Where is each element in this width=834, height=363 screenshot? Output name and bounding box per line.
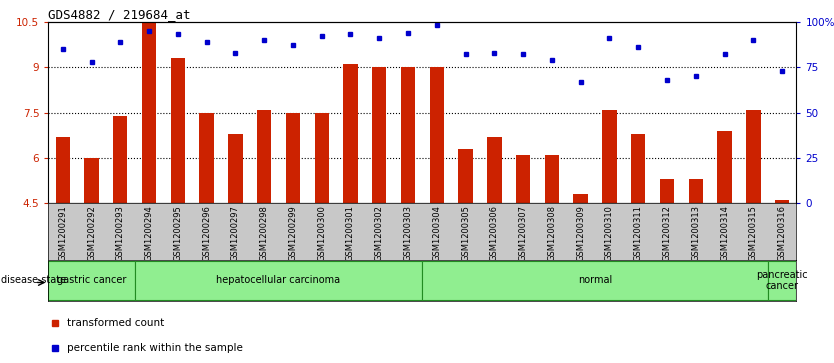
Bar (602, 110, 616, 203)
Text: GSM1200314: GSM1200314 (720, 205, 729, 261)
Bar (199, 113, 214, 203)
Text: GSM1200304: GSM1200304 (432, 205, 441, 261)
Text: gastric cancer: gastric cancer (57, 276, 126, 285)
Bar (257, 110, 271, 203)
Bar (516, 155, 530, 203)
Bar (689, 179, 703, 203)
Text: GSM1200305: GSM1200305 (461, 205, 470, 261)
Text: GSM1200302: GSM1200302 (374, 205, 384, 261)
Bar (746, 110, 761, 203)
Bar (767, 261, 796, 300)
Text: GSM1200296: GSM1200296 (202, 205, 211, 261)
Text: hepatocellular carcinoma: hepatocellular carcinoma (217, 276, 340, 285)
Bar (372, 67, 386, 203)
Bar (84, 158, 98, 203)
Bar (717, 131, 731, 203)
Text: GSM1200298: GSM1200298 (259, 205, 269, 261)
Text: transformed count: transformed count (67, 318, 164, 328)
Text: GSM1200293: GSM1200293 (116, 205, 125, 261)
Bar (142, 22, 156, 203)
Text: GSM1200301: GSM1200301 (346, 205, 355, 261)
Bar (660, 179, 674, 203)
Text: normal: normal (578, 276, 612, 285)
Text: GSM1200292: GSM1200292 (87, 205, 96, 261)
Text: GSM1200294: GSM1200294 (144, 205, 153, 261)
Text: GSM1200307: GSM1200307 (519, 205, 528, 261)
Bar (113, 115, 128, 203)
Bar (344, 64, 358, 203)
Text: GSM1200310: GSM1200310 (605, 205, 614, 261)
Text: GSM1200312: GSM1200312 (662, 205, 671, 261)
Bar (430, 67, 444, 203)
Text: GSM1200291: GSM1200291 (58, 205, 68, 261)
Text: GSM1200295: GSM1200295 (173, 205, 183, 261)
Text: GSM1200300: GSM1200300 (317, 205, 326, 261)
Bar (423, 261, 768, 300)
Bar (48, 261, 135, 300)
Bar (135, 261, 423, 300)
Bar (171, 58, 185, 203)
Text: GSM1200316: GSM1200316 (777, 205, 786, 261)
Text: disease state: disease state (1, 276, 66, 285)
Bar (487, 137, 501, 203)
Bar (401, 67, 415, 203)
Text: GSM1200309: GSM1200309 (576, 205, 585, 261)
Bar (545, 155, 559, 203)
Bar (775, 200, 789, 203)
Text: percentile rank within the sample: percentile rank within the sample (67, 343, 243, 352)
Text: GDS4882 / 219684_at: GDS4882 / 219684_at (48, 8, 191, 21)
Text: GSM1200297: GSM1200297 (231, 205, 240, 261)
Bar (574, 194, 588, 203)
Text: GSM1200308: GSM1200308 (547, 205, 556, 261)
Bar (286, 113, 300, 203)
Bar (314, 113, 329, 203)
Text: GSM1200315: GSM1200315 (749, 205, 758, 261)
Bar (56, 137, 70, 203)
Text: GSM1200299: GSM1200299 (289, 205, 298, 261)
Bar (631, 134, 646, 203)
Text: GSM1200311: GSM1200311 (634, 205, 643, 261)
Text: GSM1200313: GSM1200313 (691, 205, 701, 261)
Text: pancreatic
cancer: pancreatic cancer (756, 270, 808, 291)
Bar (459, 149, 473, 203)
Text: GSM1200306: GSM1200306 (490, 205, 499, 261)
Text: GSM1200303: GSM1200303 (404, 205, 413, 261)
Bar (229, 134, 243, 203)
